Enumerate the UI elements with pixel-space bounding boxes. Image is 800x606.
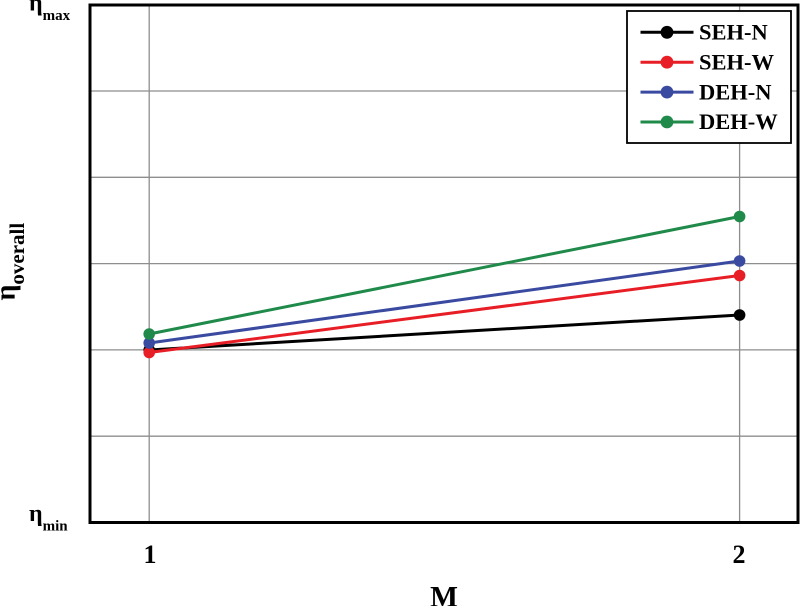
svg-text:SEH-N: SEH-N — [699, 20, 768, 45]
svg-text:2: 2 — [733, 540, 746, 569]
svg-text:DEH-N: DEH-N — [699, 79, 772, 104]
svg-text:DEH-W: DEH-W — [699, 109, 778, 134]
svg-text:M: M — [430, 581, 458, 606]
svg-text:1: 1 — [144, 540, 157, 569]
svg-text:SEH-W: SEH-W — [699, 49, 775, 74]
